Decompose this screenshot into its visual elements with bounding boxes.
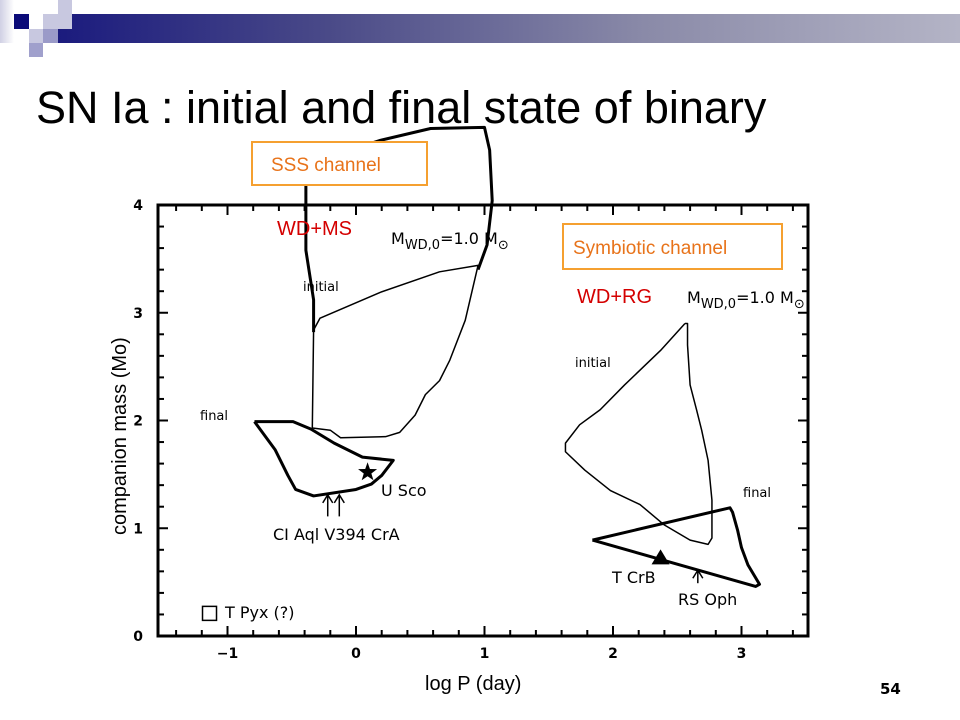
t-pyx-label: T Pyx (?) [224,603,295,622]
u-sco-label: U Sco [381,481,427,500]
mass-m: M [687,288,701,307]
x-tick-label: 0 [351,646,361,662]
sss-channel-box [251,141,428,186]
x-tick-label: 1 [480,646,490,662]
header-gradient-bar [58,14,960,43]
y-tick-label: 2 [133,414,143,430]
symbiotic-channel-box [562,223,783,270]
decor-square [43,29,58,43]
y-tick-label: 4 [133,198,143,214]
slide-title: SN Ia : initial and final state of binar… [36,82,767,133]
triangle-marker [651,549,670,565]
rg-initial-label: initial [575,356,611,371]
mass-m: M [391,229,405,248]
square-marker [201,605,218,622]
wd-rg-label: WD+RG [577,286,652,308]
arrow-head-icon [333,493,345,504]
x-tick-label: 3 [737,646,747,662]
star-marker [358,462,378,481]
arrow-head-icon [322,493,334,504]
decor-square [43,14,58,29]
svg-text:MWD,0=1.0 M⊙: MWD,0=1.0 M⊙ [391,229,509,253]
ms-final-label: final [200,409,228,424]
ms-initial-label: initial [303,280,339,295]
series-line [304,125,494,333]
wd-ms-label: WD+MS [277,218,352,240]
page-number: 54 [880,680,901,698]
x-tick-label: 2 [608,646,618,662]
mass-sub: WD,0 [405,238,440,253]
sun-icon: ⊙ [498,238,509,253]
series-line [564,322,713,546]
series-line [311,264,479,439]
y-tick-label: 1 [133,521,143,537]
series-line [592,506,761,588]
decor-square [0,0,14,43]
decor-square [29,29,43,43]
sss-channel-label: SSS channel [271,155,381,176]
y-tick-label: 0 [133,629,143,645]
svg-text:MWD,0=1.0 M⊙: MWD,0=1.0 M⊙ [687,288,805,312]
y-tick-label: 3 [133,306,143,322]
decor-square [58,0,72,29]
mass-label-ms: MWD,0=1.0 M⊙ [391,229,509,253]
x-tick-label: −1 [217,646,238,662]
rg-final-label: final [743,486,771,501]
mass-sub: WD,0 [701,297,736,312]
ci-aql-v394-label: CI Aql V394 CrA [273,525,400,544]
x-axis-label: log P (day) [425,673,521,695]
mass-label-rg: MWD,0=1.0 M⊙ [687,288,805,312]
mass-value: =1.0 M [736,288,794,307]
mass-value: =1.0 M [440,229,498,248]
arrow-head-icon [692,568,704,579]
sun-icon: ⊙ [794,297,805,312]
series-line [253,420,395,498]
decor-square [14,14,29,29]
decor-square [29,43,43,57]
y-axis-label: companion mass (Mo) [109,337,131,535]
rs-oph-label: RS Oph [678,590,737,609]
symbiotic-channel-label: Symbiotic channel [573,238,727,259]
t-crb-label: T CrB [611,568,656,587]
